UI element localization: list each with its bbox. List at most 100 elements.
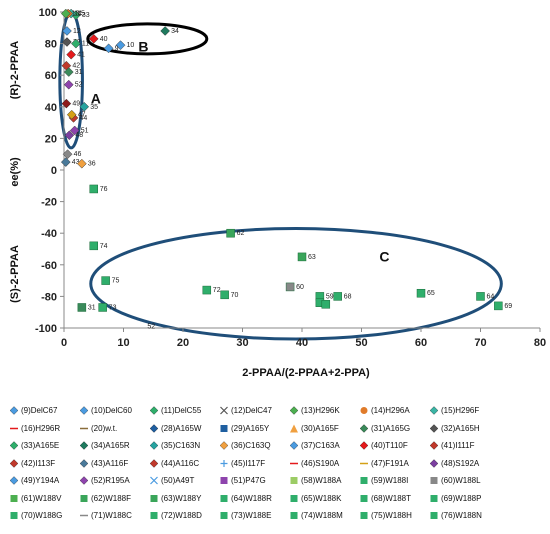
legend-marker-icon (10, 512, 18, 519)
y-tick-label: 40 (45, 102, 57, 114)
legend-marker-icon (149, 458, 159, 468)
legend-marker-icon (9, 476, 19, 485)
data-point-label: 12 (73, 28, 81, 35)
legend-label: (40)T110F (371, 441, 408, 450)
legend-marker-icon (220, 477, 228, 484)
legend-marker-icon (220, 424, 228, 432)
chart-axes (63, 12, 540, 329)
x-tick-label: 20 (177, 337, 189, 349)
legend-marker-icon (150, 476, 158, 485)
legend-label: (76)W188N (441, 511, 482, 520)
data-point (333, 292, 342, 301)
data-point-label: 41 (77, 52, 85, 59)
legend-label: (16)H296R (21, 423, 61, 433)
legend-marker-icon (429, 441, 439, 450)
legend-label: (50)A49T (161, 476, 195, 485)
legend-item: (31)A165G (358, 424, 410, 433)
data-point (62, 149, 73, 160)
data-point-label: 14 (74, 11, 82, 18)
y-tick-label: -100 (35, 323, 57, 335)
legend-label: (32)A165H (441, 423, 480, 433)
legend-marker-icon (429, 423, 439, 433)
data-point (88, 34, 99, 44)
data-point (285, 282, 295, 292)
y-tick-labels: 100 80 60 40 20 0 -20 -40 -60 -80 -100 (35, 7, 64, 335)
data-point-label: 11 (82, 41, 89, 48)
legend-item: (72)W188D (148, 511, 202, 520)
x-axis-title: 2-PPAA/(2-PPAA+2-PPA) (242, 367, 370, 379)
legend-marker-icon (360, 494, 368, 502)
data-point-label: 31 (88, 304, 96, 311)
data-point (66, 109, 77, 120)
data-point (79, 101, 90, 112)
region-ellipse-c (89, 226, 503, 341)
legend-marker-icon (290, 477, 298, 484)
y-axis-title: ee(%) (9, 157, 21, 187)
legend-item: (62)W188F (78, 494, 131, 503)
legend-label: (10)DelC60 (91, 406, 132, 415)
data-points: 3440109331514131232114142315235494447514… (60, 8, 512, 330)
legend-label: (30)A165F (301, 423, 339, 433)
region-label-a: A (91, 91, 101, 107)
legend-label: (47)F191A (371, 458, 409, 468)
legend-marker-icon (79, 476, 89, 485)
x-tick-label: 80 (534, 337, 546, 349)
data-point-label: 62 (237, 230, 245, 237)
data-point-label: 51 (81, 128, 89, 135)
legend-marker-icon (430, 512, 438, 519)
legend-item: (14)H296A (358, 406, 410, 415)
legend-item: (74)W188M (288, 511, 343, 520)
legend-item: (59)W188I (358, 476, 408, 485)
y-axis-title-bottom: (S)-2-PPAA (9, 245, 21, 303)
x-tick-label: 50 (355, 337, 367, 349)
legend-item: (68)W188T (358, 494, 411, 503)
x-tick-label: 30 (236, 337, 248, 349)
data-point-label: 48 (75, 132, 83, 139)
legend-marker-icon (289, 406, 299, 415)
data-point (297, 252, 307, 262)
legend-label: (59)W188I (371, 476, 409, 485)
legend-item: (30)A165F (288, 424, 339, 433)
legend-marker-icon (360, 407, 368, 414)
legend-label: (44)A116C (161, 458, 200, 468)
legend-marker-icon (290, 512, 298, 519)
legend-marker-icon (429, 406, 439, 415)
data-point-label: 35 (90, 104, 98, 111)
x-tick-label: 60 (415, 337, 427, 349)
legend-item: (50)A49T (148, 476, 194, 485)
legend-label: (60)W188L (441, 476, 481, 485)
legend-label: (71)W188C (91, 511, 132, 520)
legend-marker-icon (359, 423, 369, 433)
data-point (416, 288, 426, 298)
legend-marker-icon (80, 494, 88, 502)
legend-item: (47)F191A (358, 459, 409, 468)
data-point (321, 300, 331, 309)
legend-label: (11)DelC55 (161, 406, 202, 415)
legend-item: (37)C163A (288, 441, 340, 450)
data-point-label: 59 (326, 293, 334, 300)
data-point (62, 37, 72, 47)
data-point (160, 26, 171, 36)
legend-item: (63)W188Y (148, 494, 201, 503)
legend-label: (49)Y194A (21, 476, 60, 485)
legend-marker-icon (360, 512, 368, 519)
legend-item: (58)W188A (288, 476, 341, 485)
legend-item: (32)A165H (428, 424, 480, 433)
legend-label: (72)W188D (161, 511, 202, 520)
legend-item: (45)I117F (218, 459, 265, 468)
data-point-label: 65 (427, 290, 435, 297)
data-point-label: 43 (72, 159, 80, 166)
y-tick-label: -60 (41, 260, 57, 272)
data-point (202, 285, 212, 295)
legend-marker-icon (79, 406, 89, 415)
y-tick-label: 80 (45, 39, 57, 51)
legend-label: (45)I117F (231, 458, 266, 468)
y-tick-label: -80 (41, 291, 57, 303)
legend-marker-icon (430, 477, 438, 484)
region-ellipse-b (86, 22, 209, 56)
legend-marker-icon (10, 494, 18, 502)
data-point (103, 43, 114, 54)
data-point (226, 228, 235, 238)
legend-item: (16)H296R (8, 424, 60, 433)
legend-marker-icon (9, 406, 19, 415)
